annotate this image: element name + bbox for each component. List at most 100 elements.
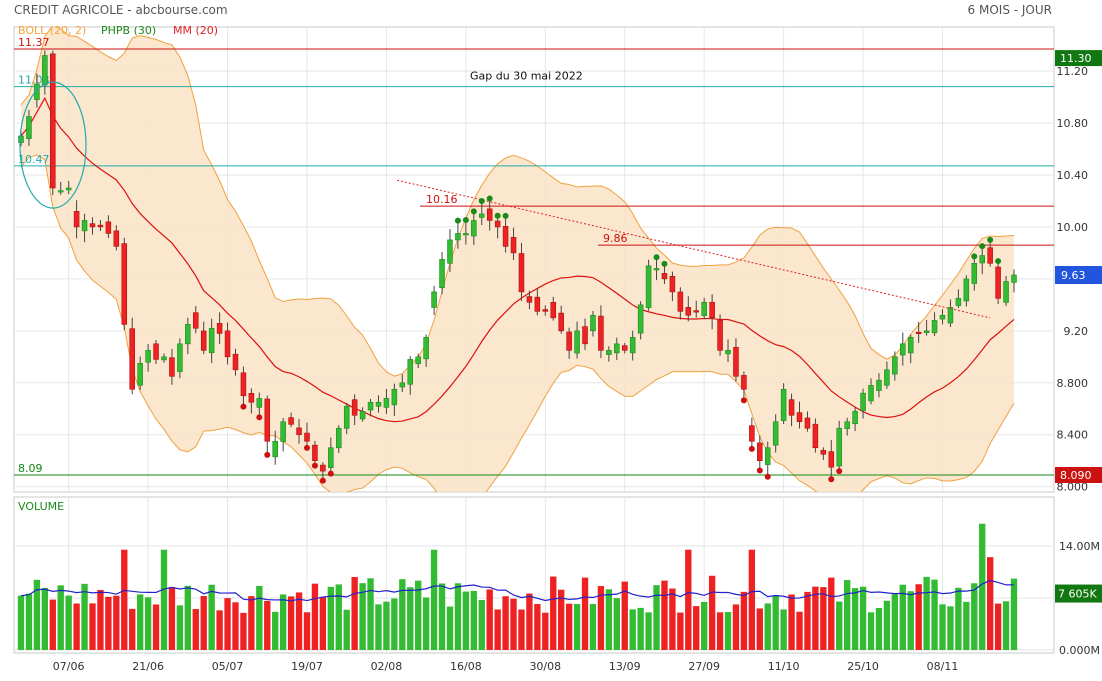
candle-body xyxy=(1011,274,1017,283)
volume-bar xyxy=(526,593,533,650)
volume-bar xyxy=(65,595,72,650)
volume-bar xyxy=(129,608,136,650)
volume-bar xyxy=(415,580,422,650)
volume-bar xyxy=(732,604,740,650)
volume-bar xyxy=(669,588,676,650)
volume-bar xyxy=(407,587,414,650)
volume-bar xyxy=(939,604,946,650)
candle-body xyxy=(550,301,557,319)
candle-body xyxy=(121,243,128,325)
candle-body xyxy=(399,382,406,388)
volume-bar xyxy=(272,611,279,650)
candle-body xyxy=(725,350,731,355)
candle-body xyxy=(240,372,247,397)
phpb-high-dot xyxy=(971,253,978,260)
candle-body xyxy=(971,262,978,284)
phpb-high-dot xyxy=(462,217,469,224)
price-tick-label: 8.800 xyxy=(1057,377,1089,390)
volume-bar xyxy=(780,609,787,650)
volume-bar xyxy=(446,606,454,650)
candles xyxy=(18,50,1017,479)
candle-body xyxy=(288,417,294,425)
volume-bar xyxy=(462,591,470,650)
candle-body xyxy=(50,53,56,189)
volume-bar xyxy=(256,585,263,650)
volume-bar xyxy=(136,594,144,650)
volume-bar xyxy=(494,609,501,650)
candle-body xyxy=(582,326,588,345)
candle-body xyxy=(812,423,819,449)
phpb-low-dot xyxy=(303,444,310,451)
date-tick-label: 25/10 xyxy=(847,660,879,673)
volume-bar xyxy=(534,603,541,650)
volume-bar xyxy=(303,612,311,650)
volume-bar xyxy=(486,589,493,650)
candle-body xyxy=(57,190,64,193)
level-label: 8.09 xyxy=(18,462,43,475)
date-tick-label: 21/06 xyxy=(132,660,164,673)
price-tick-label: 8.000 xyxy=(1057,481,1089,494)
bollinger-upper xyxy=(20,27,1015,377)
volume-bar xyxy=(955,587,962,650)
volume-bar xyxy=(502,596,509,650)
candle-body xyxy=(502,226,509,247)
phpb-high-dot xyxy=(653,254,660,261)
candle-body xyxy=(844,421,850,429)
candle-body xyxy=(907,337,914,354)
candle-body xyxy=(637,304,644,334)
bollinger-fill xyxy=(21,27,1014,492)
candle-body xyxy=(391,388,398,406)
candle-body xyxy=(884,369,890,386)
candle-body xyxy=(232,353,239,371)
candle-body xyxy=(669,275,676,293)
candle-body xyxy=(478,213,485,218)
volume-bar xyxy=(883,600,891,650)
volume-bar xyxy=(375,604,382,650)
volume-bar xyxy=(113,595,120,650)
phpb-low-dot xyxy=(836,468,843,475)
candle-body xyxy=(542,309,549,312)
phpb-low-dot xyxy=(748,445,755,452)
candle-body xyxy=(598,315,604,351)
volume-bar xyxy=(629,609,636,650)
volume-bar xyxy=(240,612,247,650)
bollinger-bands xyxy=(20,27,1015,492)
price-tick-label: 9.20 xyxy=(1064,325,1089,338)
volume-bar xyxy=(971,583,978,650)
level-label: 9.86 xyxy=(603,232,628,245)
candle-body xyxy=(447,239,453,264)
candle-body xyxy=(129,328,135,390)
candle-body xyxy=(328,447,334,468)
candle-body xyxy=(796,412,803,423)
volume-bar xyxy=(359,583,366,650)
label-box-last xyxy=(1055,265,1102,284)
phpb-low-dot xyxy=(828,476,835,483)
level-label: 10.16 xyxy=(426,193,458,206)
label-box-low xyxy=(1055,467,1102,483)
volume-bar xyxy=(788,594,795,650)
volume-bars xyxy=(17,523,1018,650)
candle-body xyxy=(677,291,684,312)
volume-bar xyxy=(621,581,628,650)
candle-body xyxy=(510,237,517,254)
volume-bar xyxy=(510,598,517,650)
volume-bar xyxy=(184,585,192,650)
volume-bar xyxy=(685,549,692,650)
candle-body xyxy=(947,307,954,324)
volume-bar xyxy=(168,587,176,650)
phpb-low-dot xyxy=(764,473,771,480)
date-tick-label: 13/09 xyxy=(609,660,641,673)
volume-bar xyxy=(33,579,41,650)
gap-annotation: Gap du 30 mai 2022 xyxy=(470,70,583,83)
candle-body xyxy=(526,296,533,303)
volume-bar xyxy=(701,601,708,650)
overlay-annotations: Gap du 30 mai 2022 xyxy=(19,70,1002,484)
candle-body xyxy=(653,268,660,271)
date-tick-label: 05/07 xyxy=(212,660,244,673)
volume-bar xyxy=(319,596,327,650)
candle-body xyxy=(749,425,755,442)
candle-body xyxy=(828,451,835,468)
volume-bar xyxy=(645,612,652,650)
candle-body xyxy=(876,379,882,391)
